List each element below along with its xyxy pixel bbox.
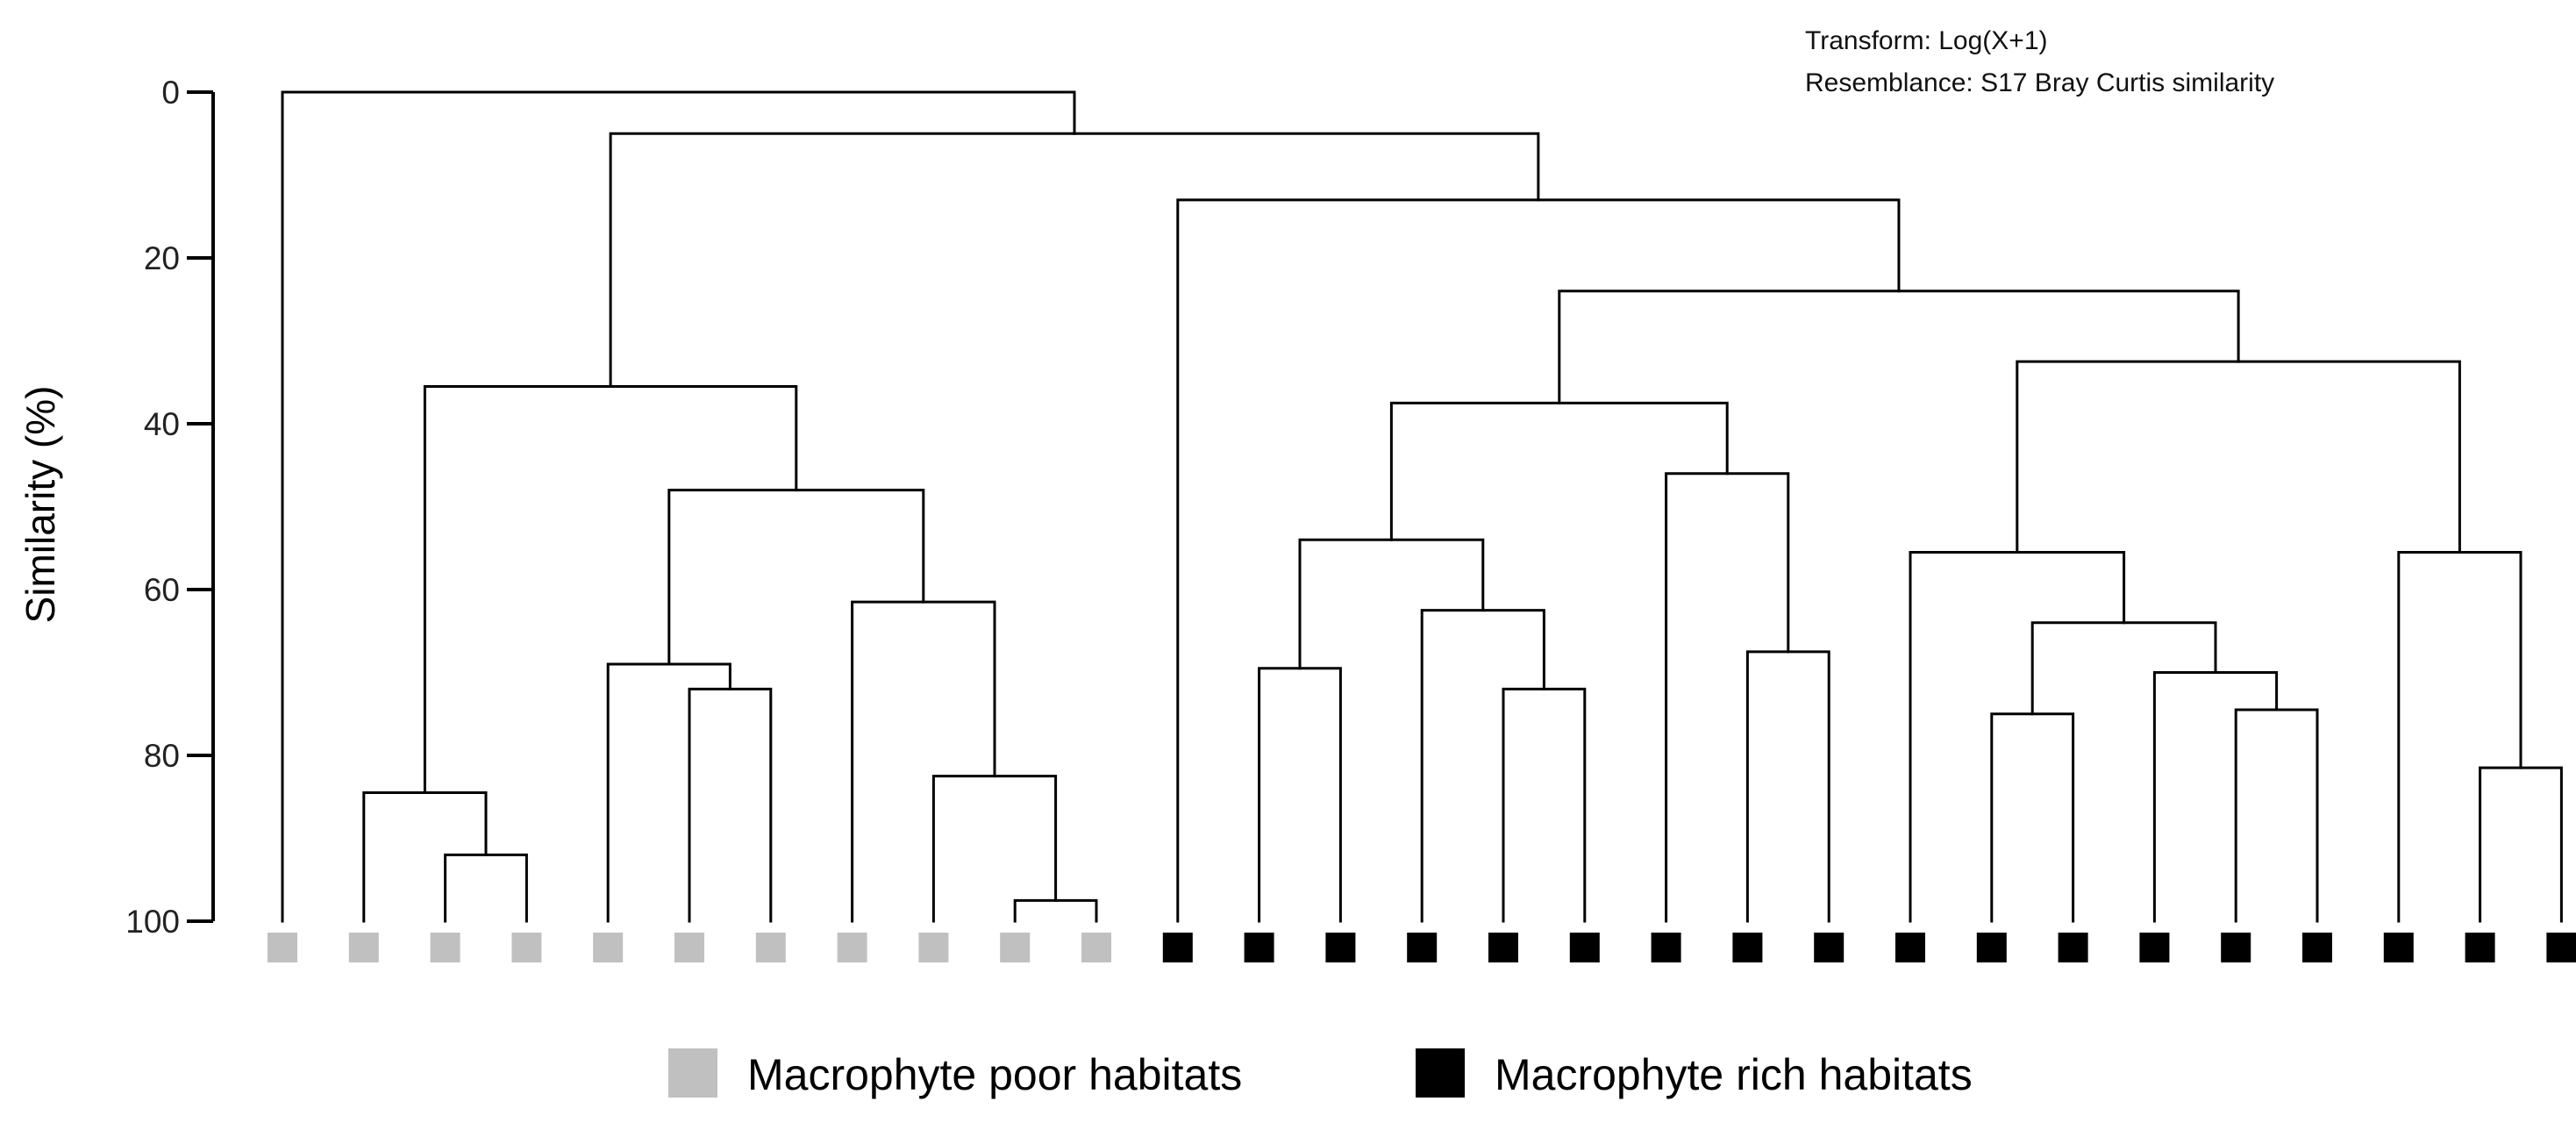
y-tick-label: 60	[144, 572, 180, 608]
dendrogram-link	[851, 600, 996, 923]
dendrogram-link	[1502, 687, 1587, 923]
leaf-marker-rich	[2058, 933, 2088, 962]
leaf-marker-poor	[511, 933, 542, 962]
dendrogram-tree	[281, 90, 2563, 923]
dendrogram-link	[1558, 290, 2240, 404]
dendrogram-link	[667, 489, 925, 666]
dendrogram-link	[423, 384, 798, 795]
leaf-marker-poor	[593, 933, 624, 962]
dendrogram-link	[2030, 621, 2217, 716]
dendrogram-link	[609, 132, 1540, 388]
leaf-marker-rich	[2546, 933, 2576, 962]
leaf-marker-rich	[1244, 933, 1274, 962]
leaf-marker-rich	[2465, 933, 2495, 962]
dendrogram-link	[606, 662, 731, 923]
leaf-marker-poor	[430, 933, 460, 962]
y-axis: 0 20 40 60 80 100	[125, 75, 215, 940]
dendrogram-link	[1176, 198, 1901, 923]
leaf-marker-rich	[2221, 933, 2251, 962]
dendrogram-link	[1258, 667, 1342, 923]
dendrogram-link	[1745, 650, 1830, 923]
legend-label-rich: Macrophyte rich habitats	[1495, 1050, 1973, 1099]
leaf-marker-rich	[1651, 933, 1681, 962]
y-tick-label: 0	[161, 75, 180, 111]
leaf-marker-rich	[2302, 933, 2332, 962]
dendrogram-link	[2234, 708, 2319, 923]
dendrogram-link	[281, 90, 1076, 923]
transform-note: Transform: Log(X+1)	[1805, 26, 2048, 55]
dendrogram-link	[362, 791, 488, 923]
leaf-marker-poor	[674, 933, 704, 962]
leaf-markers	[268, 933, 2576, 962]
leaf-marker-rich	[1976, 933, 2007, 962]
dendrogram-link	[1298, 538, 1485, 670]
dendrogram-link	[1420, 609, 1545, 923]
legend-label-poor: Macrophyte poor habitats	[747, 1050, 1242, 1099]
leaf-marker-poor	[348, 933, 379, 962]
y-axis-label: Similarity (%)	[18, 386, 63, 624]
leaf-marker-rich	[1895, 933, 1925, 962]
leaf-marker-poor	[755, 933, 786, 962]
y-tick-label: 20	[144, 240, 180, 276]
dendrogram-link	[1013, 898, 1098, 923]
leaf-marker-poor	[1081, 933, 1111, 962]
dendrogram-link	[2479, 766, 2563, 923]
y-tick-label: 100	[125, 904, 180, 940]
dendrogram-link	[1389, 401, 1729, 541]
leaf-marker-rich	[2139, 933, 2170, 962]
leaf-marker-rich	[1407, 933, 1438, 962]
dendrogram-link	[2397, 550, 2522, 923]
legend: Macrophyte poor habitats Macrophyte rich…	[668, 1048, 1973, 1099]
dendrogram-link	[2016, 360, 2461, 554]
leaf-marker-rich	[1162, 933, 1193, 962]
leaf-marker-rich	[1569, 933, 1600, 962]
resemblance-note: Resemblance: S17 Bray Curtis similarity	[1805, 68, 2274, 97]
legend-swatch-rich	[1416, 1048, 1465, 1098]
leaf-marker-rich	[1732, 933, 1763, 962]
dendrogram-link	[1665, 472, 1790, 923]
leaf-marker-poor	[837, 933, 867, 962]
dendrogram-link	[444, 853, 528, 923]
leaf-marker-rich	[2383, 933, 2414, 962]
dendrogram-link	[1909, 550, 2126, 923]
y-tick-label: 40	[144, 406, 180, 442]
leaf-marker-rich	[1488, 933, 1518, 962]
dendrogram-link	[688, 687, 773, 923]
dendrogram-link	[1990, 712, 2075, 923]
leaf-marker-rich	[1814, 933, 1845, 962]
legend-swatch-poor	[668, 1048, 717, 1098]
leaf-marker-poor	[918, 933, 949, 962]
y-tick-label: 80	[144, 738, 180, 774]
leaf-marker-rich	[1325, 933, 1356, 962]
leaf-marker-poor	[1000, 933, 1031, 962]
leaf-marker-poor	[268, 933, 297, 962]
